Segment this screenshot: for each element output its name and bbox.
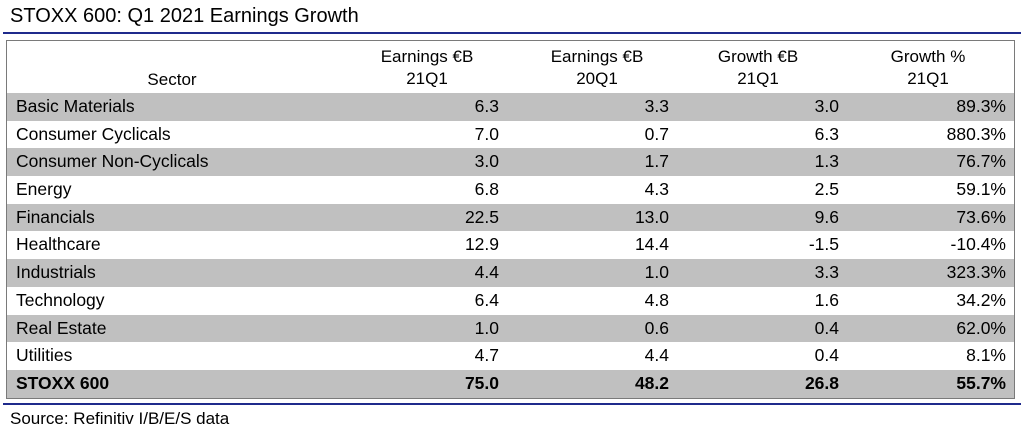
header-earnings-20q1: Earnings €B 20Q1 xyxy=(522,46,672,90)
cell-earnings-20q1: 1.7 xyxy=(644,151,669,172)
cell-growth-eur: 0.4 xyxy=(814,345,839,366)
cell-growth-pct: 34.2% xyxy=(956,289,1006,310)
cell-earnings-21q1: 4.7 xyxy=(474,345,499,366)
table-row: Real Estate 1.0 0.6 0.4 62.0% xyxy=(7,314,1014,343)
cell-sector: Healthcare xyxy=(16,234,101,255)
cell-earnings-21q1: 4.4 xyxy=(474,262,499,283)
cell-earnings-20q1: 4.8 xyxy=(644,289,669,310)
header-sector-label: Sector xyxy=(147,70,197,89)
cell-earnings-21q1: 7.0 xyxy=(474,123,499,144)
header-sector: Sector xyxy=(87,69,257,91)
bottom-rule xyxy=(3,403,1021,405)
cell-sector: Utilities xyxy=(16,345,73,366)
table-row: Technology 6.4 4.8 1.6 34.2% xyxy=(7,287,1014,315)
page-title: STOXX 600: Q1 2021 Earnings Growth xyxy=(10,5,359,27)
header-earnings-21q1-line1: Earnings €B xyxy=(380,47,474,66)
header-growth-eur: Growth €B 21Q1 xyxy=(683,46,833,90)
header-earnings-21q1-line2: 21Q1 xyxy=(406,69,448,88)
cell-sector: Technology xyxy=(16,289,105,310)
cell-earnings-21q1: 6.8 xyxy=(474,179,499,200)
cell-earnings-20q1: 3.3 xyxy=(644,96,669,116)
cell-earnings-20q1: 14.4 xyxy=(634,234,669,255)
cell-growth-eur: 6.3 xyxy=(814,123,839,144)
cell-earnings-21q1: 75.0 xyxy=(464,372,499,393)
header-growth-pct: Growth % 21Q1 xyxy=(853,46,1003,90)
cell-earnings-21q1: 3.0 xyxy=(474,151,499,172)
cell-growth-eur: 26.8 xyxy=(804,372,839,393)
header-earnings-20q1-line2: 20Q1 xyxy=(576,69,618,88)
cell-sector: Real Estate xyxy=(16,317,107,338)
cell-growth-eur: 1.3 xyxy=(814,151,839,172)
table-row: Basic Materials 6.3 3.3 3.0 89.3% xyxy=(7,93,1014,121)
source-note: Source: Refinitiv I/B/E/S data xyxy=(10,409,230,428)
cell-growth-eur: 9.6 xyxy=(814,206,839,227)
cell-growth-eur: -1.5 xyxy=(808,234,839,255)
cell-sector: STOXX 600 xyxy=(16,372,110,393)
cell-sector: Financials xyxy=(16,206,95,227)
top-rule xyxy=(3,32,1021,34)
cell-growth-pct: 89.3% xyxy=(956,96,1006,116)
cell-growth-eur: 3.3 xyxy=(814,262,839,283)
header-earnings-21q1: Earnings €B 21Q1 xyxy=(352,46,502,90)
table-row: Energy 6.8 4.3 2.5 59.1% xyxy=(7,176,1014,204)
cell-growth-pct: 59.1% xyxy=(956,179,1006,200)
table-row: Healthcare 12.9 14.4 -1.5 -10.4% xyxy=(7,231,1014,259)
cell-earnings-21q1: 6.4 xyxy=(474,289,499,310)
cell-sector: Energy xyxy=(16,179,72,200)
header-growth-pct-line2: 21Q1 xyxy=(907,69,949,88)
header-growth-eur-line1: Growth €B xyxy=(717,47,799,66)
table-row: Consumer Cyclicals 7.0 0.7 6.3 880.3% xyxy=(7,121,1014,149)
table-row: Industrials 4.4 1.0 3.3 323.3% xyxy=(7,259,1014,287)
cell-growth-eur: 0.4 xyxy=(814,317,839,338)
cell-sector: Basic Materials xyxy=(16,96,135,116)
cell-growth-pct: 323.3% xyxy=(946,262,1006,283)
table-row: Utilities 4.7 4.4 0.4 8.1% xyxy=(7,342,1014,370)
table-row: Consumer Non-Cyclicals 3.0 1.7 1.3 76.7% xyxy=(7,148,1014,177)
cell-earnings-21q1: 12.9 xyxy=(464,234,499,255)
table-total-row: STOXX 600 75.0 48.2 26.8 55.7% xyxy=(7,369,1014,398)
cell-sector: Consumer Non-Cyclicals xyxy=(16,151,209,172)
cell-sector: Consumer Cyclicals xyxy=(16,123,171,144)
cell-earnings-20q1: 1.0 xyxy=(644,262,669,283)
cell-earnings-21q1: 22.5 xyxy=(464,206,499,227)
cell-growth-pct: 880.3% xyxy=(946,123,1006,144)
cell-growth-pct: 73.6% xyxy=(956,206,1006,227)
cell-earnings-20q1: 4.4 xyxy=(644,345,669,366)
table-row: Financials 22.5 13.0 9.6 73.6% xyxy=(7,203,1014,232)
cell-growth-pct: 55.7% xyxy=(956,372,1006,393)
cell-earnings-20q1: 48.2 xyxy=(634,372,669,393)
cell-earnings-20q1: 0.7 xyxy=(644,123,669,144)
cell-growth-pct: -10.4% xyxy=(950,234,1006,255)
cell-growth-eur: 3.0 xyxy=(814,96,839,116)
cell-growth-pct: 76.7% xyxy=(956,151,1006,172)
cell-earnings-21q1: 6.3 xyxy=(474,96,499,116)
cell-sector: Industrials xyxy=(16,262,96,283)
cell-growth-eur: 2.5 xyxy=(814,179,839,200)
header-earnings-20q1-line1: Earnings €B xyxy=(550,47,644,66)
table-body: Basic Materials 6.3 3.3 3.0 89.3% Consum… xyxy=(7,93,1014,398)
cell-earnings-20q1: 0.6 xyxy=(644,317,669,338)
cell-earnings-20q1: 4.3 xyxy=(644,179,669,200)
table-frame xyxy=(6,40,1015,399)
cell-growth-eur: 1.6 xyxy=(814,289,839,310)
header-growth-pct-line1: Growth % xyxy=(890,47,966,66)
header-growth-eur-line2: 21Q1 xyxy=(737,69,779,88)
table-header: Sector Earnings €B 21Q1 Earnings €B 20Q1… xyxy=(7,41,1014,93)
cell-earnings-21q1: 1.0 xyxy=(474,317,499,338)
cell-growth-pct: 62.0% xyxy=(956,317,1006,338)
cell-earnings-20q1: 13.0 xyxy=(634,206,669,227)
cell-growth-pct: 8.1% xyxy=(966,345,1006,366)
